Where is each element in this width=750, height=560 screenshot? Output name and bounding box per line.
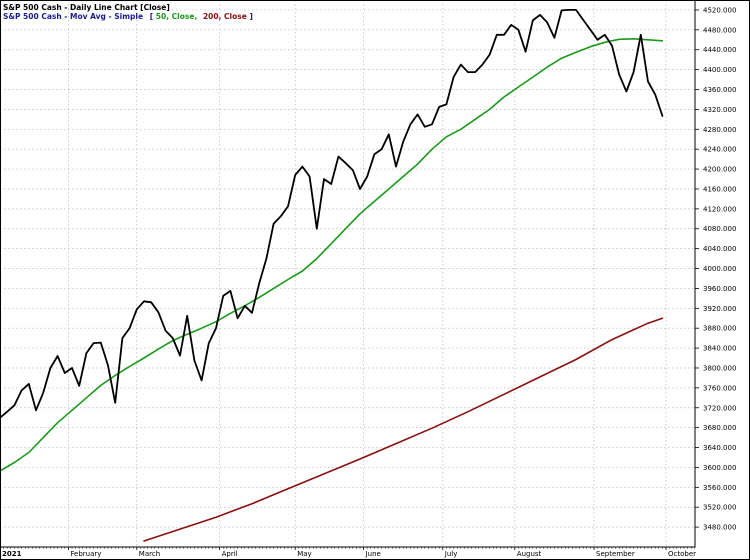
x-month-label: 2021 — [2, 550, 22, 558]
subtitle-prefix: S&P 500 Cash - Mov Avg - Simple — [3, 12, 143, 21]
subtitle-bracket-close: ] — [249, 12, 252, 21]
y-tick-label: 3800.000 — [703, 364, 736, 372]
y-tick-label: 3520.000 — [703, 504, 736, 512]
subtitle-param-200: 200, Close — [203, 12, 247, 21]
chart-subtitle: S&P 500 Cash - Mov Avg - Simple [ 50, Cl… — [3, 12, 253, 21]
chart-title: S&P 500 Cash - Daily Line Chart [Close] — [3, 3, 170, 12]
subtitle-param-50: 50, Close, — [156, 12, 198, 21]
y-tick-label: 4080.000 — [703, 225, 736, 233]
y-tick-label: 3480.000 — [703, 524, 736, 532]
x-month-label: August — [517, 550, 542, 558]
y-tick-label: 3720.000 — [703, 404, 736, 412]
x-month-label: October — [668, 550, 696, 558]
plot-border — [0, 0, 696, 548]
gridlines — [0, 0, 695, 547]
x-month-label: May — [297, 550, 311, 558]
y-tick-label: 4160.000 — [703, 185, 736, 193]
y-tick-label: 4400.000 — [703, 66, 736, 74]
y-tick-label: 3640.000 — [703, 444, 736, 452]
y-tick-label: 3960.000 — [703, 285, 736, 293]
ma50-line — [0, 37, 664, 472]
x-month-label: July — [444, 550, 458, 558]
y-tick-label: 3760.000 — [703, 384, 736, 392]
price-line — [0, 8, 664, 419]
y-tick-label: 4200.000 — [703, 166, 736, 174]
y-tick-label: 4520.000 — [703, 6, 736, 14]
x-month-label: September — [596, 550, 635, 558]
ma200-line — [143, 317, 664, 542]
y-tick-label: 4120.000 — [703, 205, 736, 213]
y-tick-label: 4320.000 — [703, 106, 736, 114]
x-month-label: April — [222, 550, 238, 558]
x-month-label: February — [70, 550, 101, 558]
y-tick-label: 3600.000 — [703, 464, 736, 472]
y-tick-label: 4440.000 — [703, 46, 736, 54]
y-tick-label: 3560.000 — [703, 484, 736, 492]
y-tick-label: 3840.000 — [703, 345, 736, 353]
x-month-label: March — [139, 550, 160, 558]
y-tick-label: 4360.000 — [703, 86, 736, 94]
series-lines — [0, 8, 664, 542]
y-tick-label: 4240.000 — [703, 146, 736, 154]
x-axis: 2021 February March April May June July August S… — [0, 547, 696, 558]
y-tick-label: 4480.000 — [703, 26, 736, 34]
subtitle-bracket-open: [ — [150, 12, 153, 21]
x-month-label: June — [365, 550, 381, 558]
y-tick-label: 3680.000 — [703, 424, 736, 432]
y-tick-label: 4040.000 — [703, 245, 736, 253]
y-tick-label: 4000.000 — [703, 265, 736, 273]
y-axis: 3480.000 3520.000 3560.000 3600.000 3640.000… — [695, 6, 736, 532]
y-tick-label: 3880.000 — [703, 325, 736, 333]
y-tick-label: 4280.000 — [703, 126, 736, 134]
y-tick-label: 3920.000 — [703, 305, 736, 313]
